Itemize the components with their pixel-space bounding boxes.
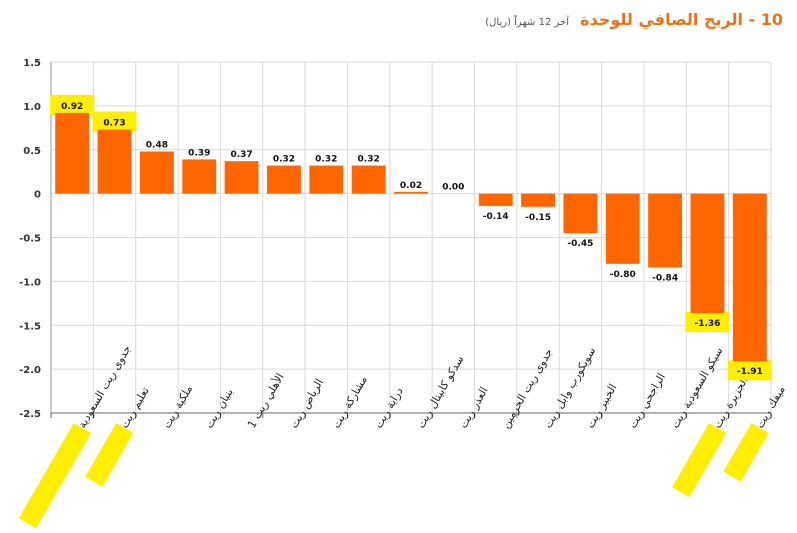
y-tick-label: -2.0 bbox=[19, 365, 41, 376]
bar bbox=[97, 129, 132, 194]
y-tick-label: 0 bbox=[34, 190, 41, 201]
value-label-highlight bbox=[727, 360, 772, 381]
category-label-highlight bbox=[672, 423, 727, 498]
bar-value-label: -0.80 bbox=[610, 270, 636, 280]
bar bbox=[139, 151, 174, 194]
bar-value-label: 0.32 bbox=[273, 155, 295, 165]
bar bbox=[521, 193, 555, 207]
category-label: بنيان ريت bbox=[203, 386, 236, 430]
bar bbox=[351, 165, 386, 194]
chart-title-main: 10 - الربح الصافي للوحدة bbox=[580, 10, 783, 29]
bar-value-label: -0.14 bbox=[483, 212, 509, 222]
value-label-highlight bbox=[685, 311, 730, 332]
value-label-highlight bbox=[50, 94, 95, 115]
category-label: الراجحي ريت bbox=[626, 371, 668, 431]
y-tick-label: 1.5 bbox=[23, 58, 41, 69]
bar-value-label: 0.32 bbox=[358, 155, 380, 165]
category-label: الرياض ريت bbox=[287, 376, 326, 430]
category-label-highlight bbox=[85, 423, 134, 487]
bar bbox=[648, 193, 683, 268]
y-tick-label: -1.0 bbox=[19, 277, 41, 288]
bar-value-label: -1.36 bbox=[694, 319, 720, 329]
bar-value-label: -0.84 bbox=[652, 273, 678, 283]
y-tick-label: 0.5 bbox=[23, 146, 41, 157]
bar-value-label: 0.00 bbox=[442, 183, 464, 193]
category-label: الأهلي ريت 1 bbox=[244, 371, 287, 431]
bar-value-label: 0.73 bbox=[103, 119, 125, 129]
bar bbox=[224, 161, 259, 194]
bar-value-label: -0.45 bbox=[567, 239, 593, 249]
category-label-highlight bbox=[18, 423, 92, 529]
bar bbox=[478, 193, 513, 206]
bar bbox=[690, 193, 725, 313]
bar bbox=[267, 165, 301, 194]
bar-value-label: -1.91 bbox=[737, 367, 763, 377]
category-label: مشاركة ريت bbox=[330, 374, 370, 431]
category-label: الجزيرة ريت bbox=[711, 375, 751, 431]
bar-value-label: 0.32 bbox=[315, 155, 337, 165]
category-label: دراية ريت bbox=[372, 385, 406, 430]
bar-value-label: 0.48 bbox=[146, 141, 168, 151]
bar-value-label: 0.39 bbox=[188, 148, 210, 158]
y-tick-label: -1.5 bbox=[19, 321, 41, 332]
y-tick-label: 1.0 bbox=[23, 102, 41, 113]
bar-value-label: 0.37 bbox=[230, 150, 252, 160]
y-tick-label: -2.5 bbox=[19, 409, 41, 420]
bar bbox=[732, 193, 767, 362]
bar-value-label: 0.92 bbox=[61, 102, 83, 112]
bar bbox=[394, 191, 428, 194]
category-label: تعليم ريت bbox=[118, 385, 152, 431]
chart-title: 10 - الربح الصافي للوحدة آخر 12 شهراً (ر… bbox=[485, 10, 783, 29]
y-tick-label: -0.5 bbox=[19, 234, 41, 245]
bar bbox=[182, 159, 217, 194]
value-label-highlight bbox=[92, 111, 137, 132]
bar-value-label: -0.15 bbox=[525, 213, 551, 223]
category-label: ميفك ريت bbox=[753, 383, 788, 430]
bar bbox=[563, 193, 598, 234]
bar bbox=[605, 193, 640, 264]
bar-value-label: 0.02 bbox=[400, 181, 422, 191]
bar bbox=[309, 165, 344, 194]
category-label: العذر ريت bbox=[457, 385, 491, 431]
bar bbox=[55, 112, 90, 194]
category-label-highlight bbox=[723, 423, 769, 482]
chart-subtitle: آخر 12 شهراً (ريال) bbox=[485, 17, 570, 28]
